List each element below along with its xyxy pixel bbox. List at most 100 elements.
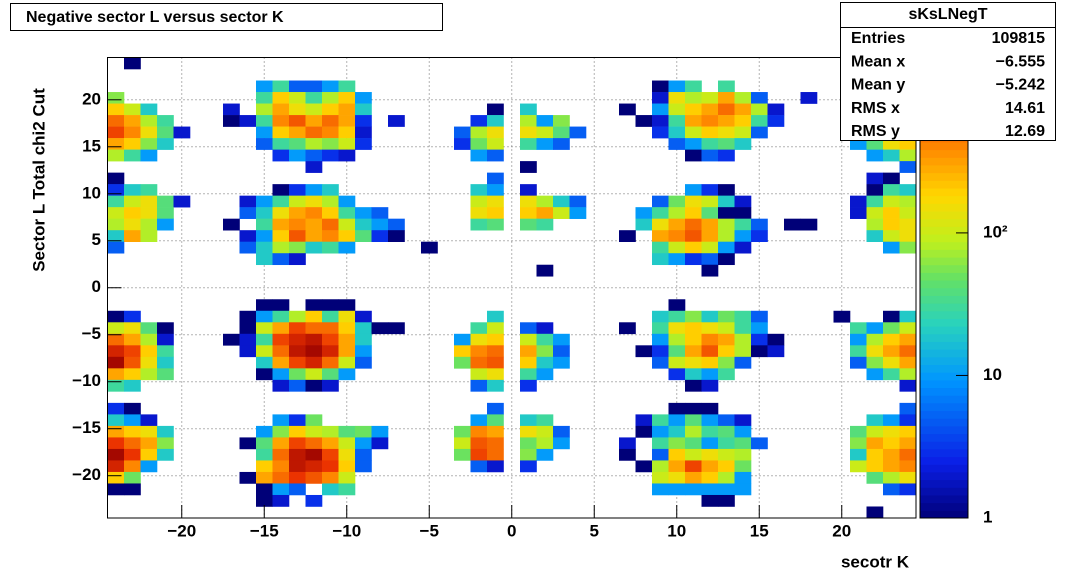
cell — [734, 483, 752, 496]
colorbar-step — [920, 164, 968, 174]
cell — [751, 322, 768, 335]
cell — [487, 345, 504, 358]
cell — [107, 172, 125, 185]
cell — [652, 437, 669, 450]
cell — [487, 149, 504, 162]
cell — [256, 207, 273, 219]
cell — [487, 103, 504, 116]
cell — [355, 322, 372, 335]
cell — [487, 138, 504, 150]
cell — [124, 402, 141, 415]
cell — [338, 471, 356, 484]
cell — [685, 80, 702, 93]
cell — [140, 345, 158, 358]
cell — [718, 207, 735, 219]
cell — [157, 218, 174, 231]
cell — [272, 149, 290, 162]
cell — [322, 195, 339, 208]
cell — [289, 149, 306, 162]
cell — [487, 414, 504, 427]
cell — [305, 333, 323, 346]
cell — [355, 448, 372, 461]
cell — [289, 414, 306, 427]
cell — [619, 103, 636, 116]
cell — [866, 448, 884, 461]
x-tick-label: 15 — [750, 521, 769, 540]
cell — [800, 92, 818, 104]
cell — [289, 115, 306, 127]
cell — [751, 115, 768, 127]
cell — [256, 345, 273, 358]
cell — [289, 195, 306, 208]
colorbar-step — [920, 226, 968, 235]
cell — [239, 230, 257, 242]
cell — [338, 437, 356, 450]
cell — [685, 471, 702, 484]
cell — [157, 448, 174, 461]
cell — [223, 218, 240, 231]
cell — [305, 460, 323, 473]
cell — [289, 103, 306, 116]
cell — [124, 184, 141, 196]
cell — [883, 195, 900, 208]
cell — [256, 333, 273, 346]
cell — [734, 356, 752, 369]
cell — [487, 448, 504, 461]
cell — [850, 138, 867, 150]
colorbar-step — [920, 234, 968, 243]
cell — [272, 414, 290, 427]
cell — [107, 92, 125, 104]
cell — [272, 322, 290, 335]
colorbar-step — [920, 249, 968, 258]
cell — [388, 218, 405, 231]
cell — [338, 425, 356, 438]
cell — [734, 126, 752, 139]
cell — [487, 356, 504, 369]
cell — [124, 437, 141, 450]
stats-title: sKsLNegT — [908, 6, 987, 23]
cell — [140, 460, 158, 473]
cell — [322, 333, 339, 346]
cell — [701, 184, 719, 196]
cell — [338, 115, 356, 127]
y-tick-label: 0 — [92, 277, 101, 296]
cell — [718, 310, 735, 323]
cell — [701, 345, 719, 358]
cell — [470, 195, 488, 208]
cell — [107, 184, 125, 196]
cell — [157, 115, 174, 127]
cell — [239, 207, 257, 219]
cell — [883, 184, 900, 196]
cell — [619, 437, 636, 450]
cell — [124, 103, 141, 116]
cell — [371, 230, 389, 242]
cell — [371, 207, 389, 219]
cell — [701, 207, 719, 219]
cell — [289, 448, 306, 461]
cell — [140, 333, 158, 346]
cell — [157, 195, 174, 208]
cell — [668, 299, 686, 312]
cell — [718, 345, 735, 358]
cell — [305, 92, 323, 104]
cell — [272, 356, 290, 369]
cell — [899, 402, 917, 415]
cell — [107, 241, 125, 254]
cell — [256, 483, 273, 496]
cell — [553, 195, 570, 208]
colorbar-step — [920, 479, 968, 488]
cell — [685, 322, 702, 335]
cell — [289, 207, 306, 219]
cell — [685, 368, 702, 381]
cell — [652, 356, 669, 369]
cell — [487, 333, 504, 346]
cell — [272, 92, 290, 104]
cell — [536, 425, 554, 438]
cell — [256, 460, 273, 473]
cell — [322, 218, 339, 231]
cell — [140, 322, 158, 335]
cell — [751, 333, 768, 346]
y-tick-label: 5 — [92, 230, 101, 249]
cell — [850, 356, 867, 369]
